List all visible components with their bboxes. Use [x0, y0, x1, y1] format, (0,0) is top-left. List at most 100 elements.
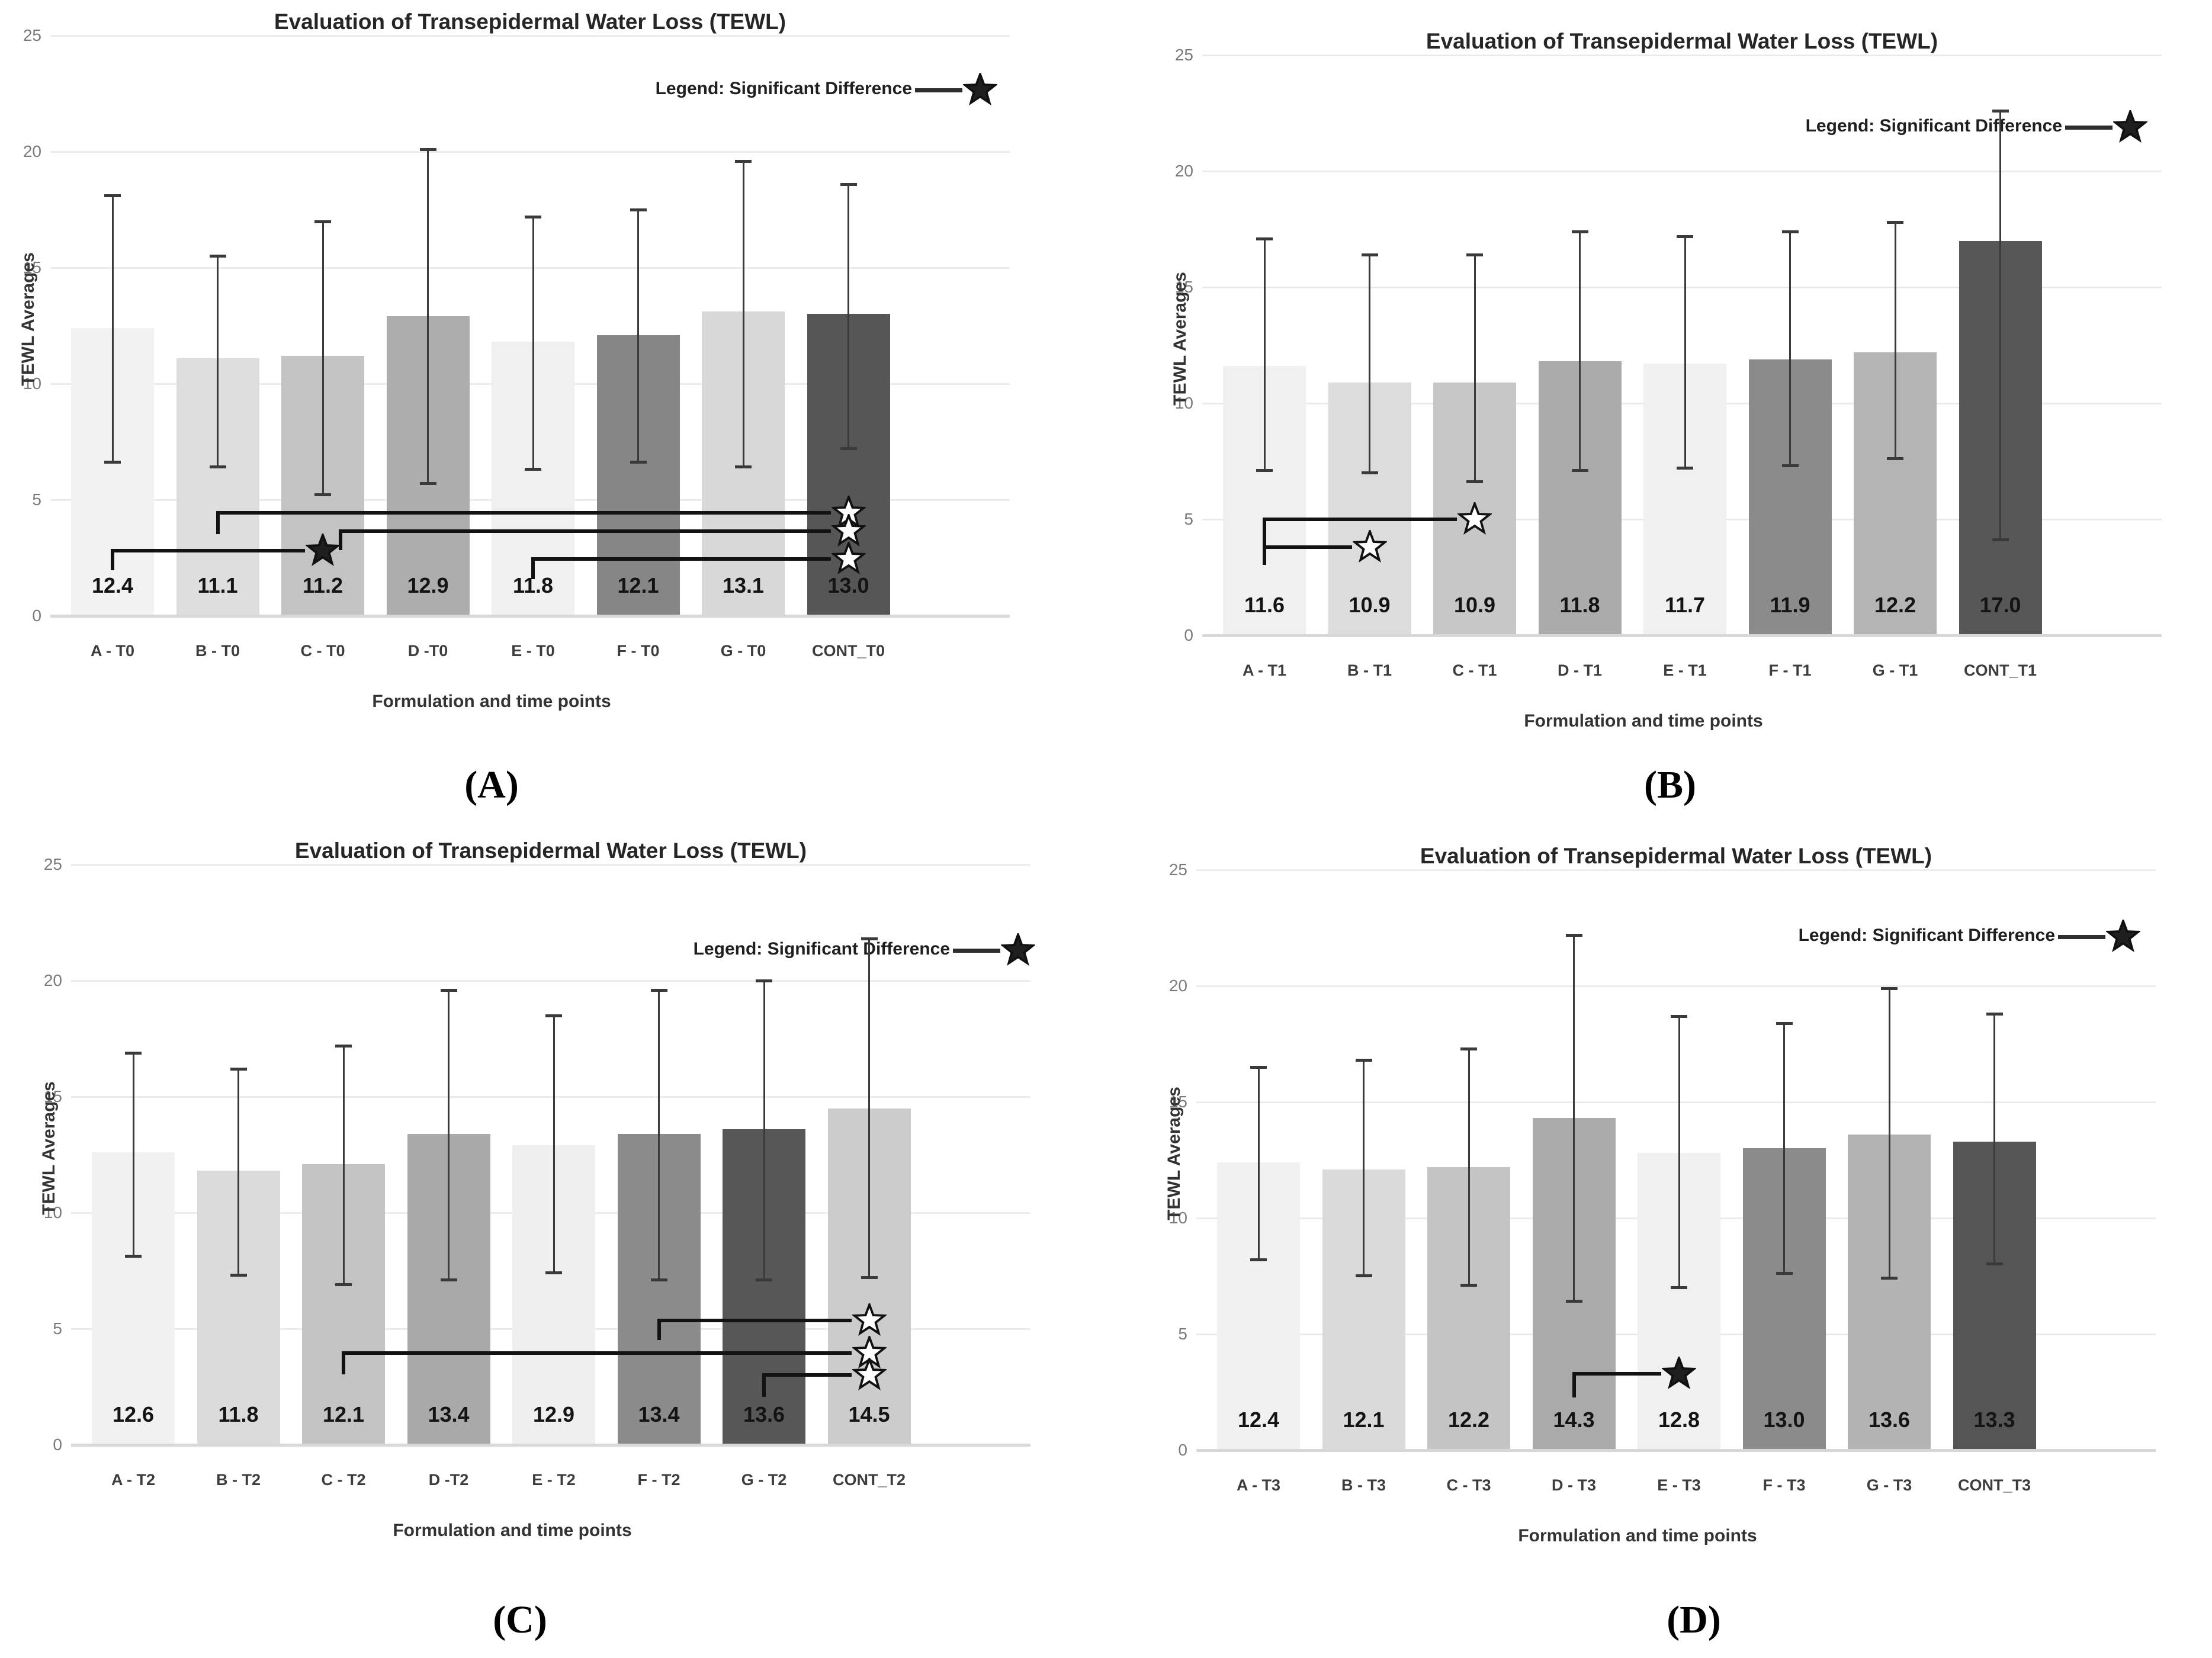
bar-value-label: 11.9 [1770, 593, 1810, 617]
error-cap-top [1986, 1013, 2003, 1016]
legend-star-icon [963, 73, 997, 106]
error-cap-top [419, 148, 436, 152]
error-cap-top [314, 220, 331, 223]
chart-title: Evaluation of Transepidermal Water Loss … [274, 9, 786, 34]
error-cap-bottom [1355, 1274, 1372, 1277]
significance-line [1264, 518, 1457, 521]
x-tick-label: CONT_T1 [1963, 661, 2037, 679]
y-tick-15: 15 [1174, 278, 1193, 296]
error-cap-top [335, 1044, 352, 1048]
y-tick-5: 5 [32, 490, 41, 509]
x-tick-label: E - T2 [532, 1471, 576, 1489]
error-bar [658, 989, 660, 1280]
error-cap-top [1671, 1014, 1687, 1018]
x-axis-label: Formulation and time points [372, 692, 611, 711]
bar-value-label: 11.8 [218, 1402, 259, 1426]
error-bar [1684, 236, 1686, 468]
error-cap-top [230, 1067, 247, 1071]
error-cap-top [735, 159, 752, 163]
error-bar [1993, 1014, 1995, 1265]
error-cap-top [1256, 237, 1273, 240]
error-bar [322, 221, 324, 496]
error-bar [742, 160, 744, 468]
bar-value-label: 12.4 [91, 573, 134, 597]
chart-title: Evaluation of Transepidermal Water Loss … [1420, 844, 1932, 868]
error-cap-top [525, 215, 541, 219]
significance-bracket [762, 1373, 766, 1397]
x-tick-label: D -T2 [428, 1471, 469, 1489]
error-cap-bottom [314, 493, 331, 497]
error-cap-bottom [1460, 1283, 1477, 1287]
error-cap-bottom [1776, 1272, 1793, 1275]
error-cap-bottom [1677, 466, 1693, 470]
error-bar [1468, 1048, 1470, 1286]
gridline-15 [1196, 1101, 2156, 1103]
y-axis-label: TEWL Averages [18, 252, 38, 386]
gridline-25 [50, 35, 1010, 37]
error-cap-bottom [440, 1278, 457, 1281]
legend-line [953, 949, 1000, 953]
x-axis-line [1196, 1449, 2156, 1452]
error-cap-top [756, 979, 772, 982]
error-bar [1473, 255, 1476, 483]
x-tick-label: G - T3 [1866, 1476, 1912, 1494]
significance-line [1264, 545, 1352, 550]
legend-star-icon [2113, 110, 2147, 143]
x-tick-label: CONT_T2 [832, 1471, 906, 1489]
y-tick-20: 20 [1168, 976, 1187, 995]
x-axis-label: Formulation and time points [1518, 1526, 1757, 1545]
error-cap-bottom [209, 465, 226, 469]
significance-bracket [657, 1319, 661, 1340]
y-tick-20: 20 [1174, 162, 1193, 180]
x-tick-label: F - T0 [617, 642, 660, 660]
gridline-20 [1196, 985, 2156, 987]
error-bar [1999, 111, 2001, 541]
gridline-15 [50, 267, 1010, 269]
bar-value-label: 11.7 [1664, 593, 1706, 617]
error-bar [342, 1045, 345, 1285]
significance-line [659, 1319, 852, 1323]
error-cap-bottom [735, 465, 752, 469]
y-tick-5: 5 [1184, 510, 1193, 528]
error-cap-bottom [1881, 1276, 1898, 1280]
error-cap-top [125, 1051, 142, 1055]
bar-value-label: 10.9 [1349, 593, 1391, 617]
error-cap-bottom [861, 1275, 878, 1279]
error-bar [1579, 231, 1581, 471]
significance-star-icon [831, 541, 866, 574]
gridline-15 [1202, 287, 2162, 288]
bar-value-label: 12.6 [112, 1402, 155, 1426]
significance-bracket [531, 557, 535, 580]
y-tick-25: 25 [43, 855, 62, 873]
significance-bracket [339, 529, 342, 551]
gridline-20 [71, 980, 1030, 982]
x-tick-label: C - T3 [1446, 1476, 1491, 1494]
significance-bracket [216, 510, 220, 534]
x-tick-label: CONT_T0 [811, 642, 885, 660]
significance-line [113, 549, 305, 553]
bar-value-label: 13.4 [638, 1402, 680, 1426]
error-cap-top [1571, 230, 1588, 233]
significance-star-icon [852, 1303, 887, 1336]
bar-value-label: 11.1 [197, 573, 238, 597]
error-cap-bottom [525, 468, 541, 471]
error-cap-bottom [230, 1273, 247, 1277]
legend-star-icon [1001, 933, 1035, 966]
caption-panel-b: (B) [1644, 763, 1696, 806]
legend-label: Legend: Significant Difference [1805, 116, 2062, 136]
error-cap-top [1881, 987, 1898, 990]
error-cap-top [209, 255, 226, 258]
error-cap-top [440, 988, 457, 992]
significance-bracket [342, 1351, 345, 1375]
error-cap-bottom [840, 446, 857, 450]
error-cap-bottom [1565, 1300, 1582, 1303]
significance-bracket [1572, 1371, 1576, 1397]
x-tick-label: C - T1 [1452, 661, 1497, 679]
x-tick-label: CONT_T3 [1957, 1476, 2031, 1494]
bar-value-label: 10.9 [1453, 593, 1496, 617]
error-cap-top [1355, 1059, 1372, 1062]
bar-value-label: 12.2 [1447, 1408, 1490, 1432]
error-bar [868, 939, 870, 1278]
error-bar [427, 149, 429, 484]
